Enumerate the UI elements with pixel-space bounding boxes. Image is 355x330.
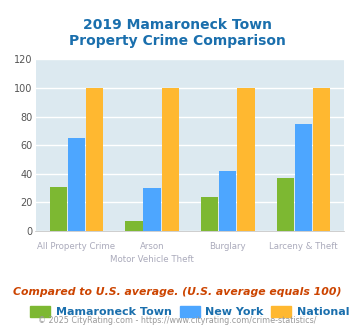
Bar bbox=[313, 88, 330, 231]
Bar bbox=[277, 178, 294, 231]
Bar bbox=[143, 188, 161, 231]
Bar bbox=[50, 187, 67, 231]
Text: 2019 Mamaroneck Town
Property Crime Comparison: 2019 Mamaroneck Town Property Crime Comp… bbox=[69, 18, 286, 49]
Bar bbox=[125, 221, 143, 231]
Text: All Property Crime: All Property Crime bbox=[37, 242, 115, 251]
Bar bbox=[68, 138, 85, 231]
Legend: Mamaroneck Town, New York, National: Mamaroneck Town, New York, National bbox=[26, 302, 354, 322]
Bar bbox=[219, 171, 236, 231]
Text: Arson: Arson bbox=[140, 242, 164, 251]
Text: Motor Vehicle Theft: Motor Vehicle Theft bbox=[110, 255, 194, 264]
Text: Larceny & Theft: Larceny & Theft bbox=[269, 242, 338, 251]
Bar bbox=[86, 88, 103, 231]
Bar bbox=[162, 88, 179, 231]
Text: Burglary: Burglary bbox=[209, 242, 246, 251]
Text: Compared to U.S. average. (U.S. average equals 100): Compared to U.S. average. (U.S. average … bbox=[13, 287, 342, 297]
Bar bbox=[237, 88, 255, 231]
Text: © 2025 CityRating.com - https://www.cityrating.com/crime-statistics/: © 2025 CityRating.com - https://www.city… bbox=[38, 315, 317, 325]
Bar bbox=[201, 197, 218, 231]
Bar bbox=[295, 124, 312, 231]
